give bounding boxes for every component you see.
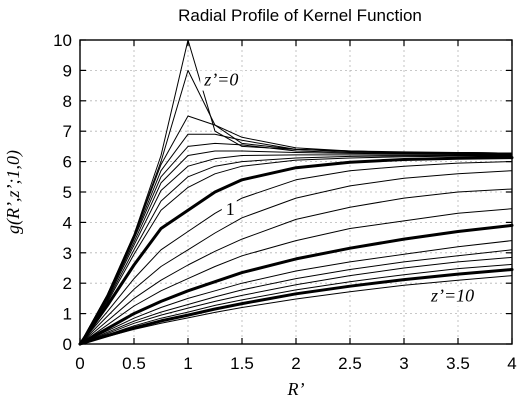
y-tick-label: 10 — [53, 31, 72, 50]
x-tick-label: 0.5 — [122, 354, 146, 373]
x-tick-label: 4 — [507, 354, 516, 373]
y-tick-label: 5 — [63, 183, 72, 202]
x-tick-label: 3 — [399, 354, 408, 373]
y-axis-ticks: 0 1 2 3 4 5 6 7 8 9 10 — [53, 31, 512, 354]
annotation-label: z’=0 — [203, 70, 238, 90]
x-tick-label: 1.5 — [230, 354, 254, 373]
series-line-20 — [78, 268, 514, 346]
x-tick-label: 0 — [75, 354, 84, 373]
series-line-10 — [78, 156, 514, 346]
y-tick-label: 9 — [63, 61, 72, 80]
series-line-12 — [79, 170, 513, 345]
annotations: z’=0 1 z’=10 — [200, 70, 478, 307]
series-line-13 — [79, 188, 513, 345]
series-line-21 — [79, 275, 513, 345]
series-line-17 — [79, 249, 513, 345]
series-lines — [78, 39, 514, 346]
series-line-5 — [79, 142, 513, 345]
series-line-18 — [79, 256, 513, 345]
series-line-8 — [79, 155, 513, 345]
series-line-9 — [79, 155, 513, 345]
series-line-7 — [79, 154, 513, 345]
x-tick-label: 2.5 — [338, 354, 362, 373]
series-line-19 — [79, 263, 513, 345]
x-axis-ticks: 0 0.5 1 1.5 2 2.5 3 3.5 4 — [75, 40, 517, 373]
x-tick-label: 3.5 — [446, 354, 470, 373]
y-tick-label: 1 — [63, 305, 72, 324]
y-tick-label: 6 — [63, 153, 72, 172]
annotation-backdrop — [200, 70, 243, 91]
series-line-16 — [79, 240, 513, 345]
y-tick-label: 3 — [63, 244, 72, 263]
y-tick-label: 0 — [63, 335, 72, 354]
y-tick-label: 7 — [63, 122, 72, 141]
annotation-label: 1 — [226, 199, 235, 219]
x-tick-label: 2 — [291, 354, 300, 373]
annotation-backdrop — [427, 286, 478, 307]
x-axis-label: R’ — [287, 379, 305, 399]
y-tick-label: 4 — [63, 213, 72, 232]
chart-title: Radial Profile of Kernel Function — [178, 6, 422, 25]
series-line-4 — [79, 133, 513, 345]
y-tick-label: 8 — [63, 92, 72, 111]
series-line-6 — [79, 150, 513, 345]
series-line-14 — [79, 208, 513, 345]
y-tick-label: 2 — [63, 274, 72, 293]
series-line-15 — [78, 223, 514, 346]
y-axis-label: g(R’,z’;1,0) — [3, 150, 24, 234]
x-tick-label: 1 — [183, 354, 192, 373]
annotation-backdrop — [221, 199, 237, 220]
annotation-label: z’=10 — [430, 285, 474, 305]
